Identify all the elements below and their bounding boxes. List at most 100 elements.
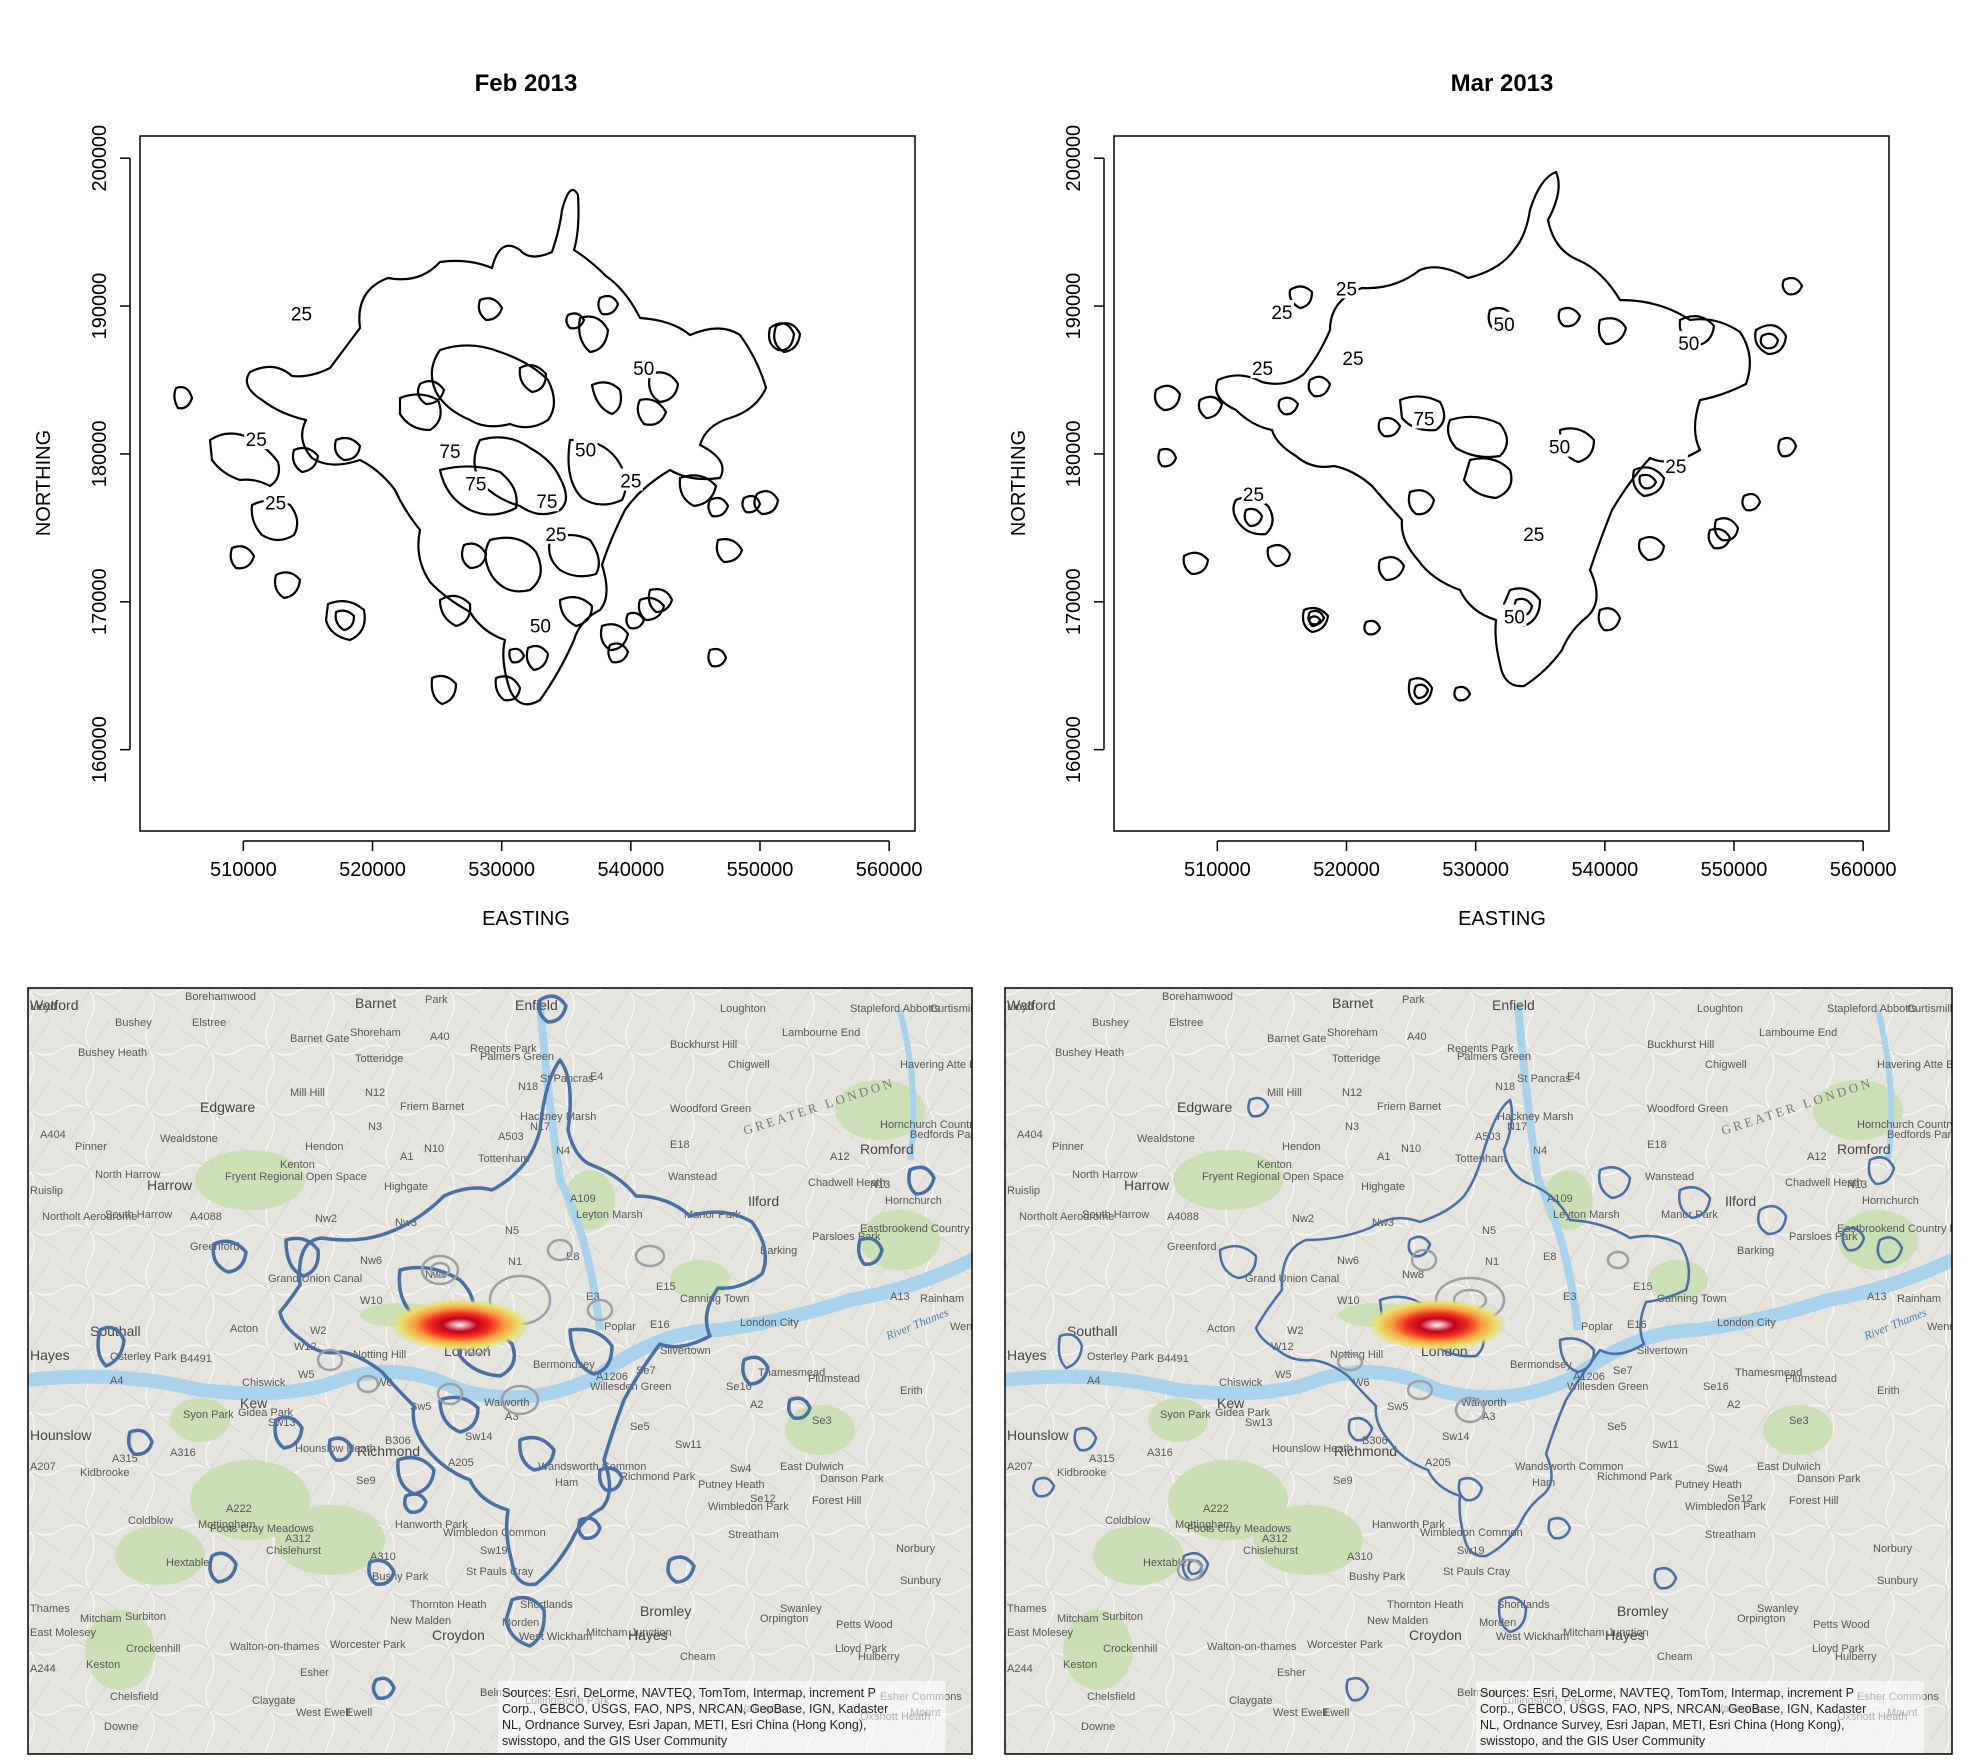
map-frame (1004, 987, 1953, 1755)
map-place-label: Shoreham (350, 1027, 401, 1039)
map-place-label: Wandsworth Common (538, 1461, 646, 1473)
map-place-label: Sw13 (1245, 1417, 1273, 1429)
map-place-label: E18 (1647, 1139, 1667, 1151)
map-place-label: Walton-on-thames (230, 1641, 320, 1653)
map-place-label: Regents Park (1447, 1043, 1514, 1055)
map-place-label: Swanley (780, 1603, 822, 1615)
map-place-label: Nw6 (1337, 1255, 1359, 1267)
map-place-label: Erith (1877, 1385, 1900, 1397)
map-place-label: Pinner (75, 1141, 107, 1153)
map-place-label: E16 (650, 1319, 670, 1331)
basemap-feb: Watford Borehamwood Barnet Park Enfield Lough… (28, 988, 1005, 1754)
contour-label: 25 (265, 494, 286, 515)
map-place-label: Kenton (1257, 1159, 1292, 1171)
map-place-label: Kidbrooke (80, 1467, 130, 1479)
map-place-label: Putney Heath (698, 1479, 765, 1491)
map-place-label: N5 (1482, 1225, 1496, 1237)
map-place-label: A312 (1262, 1533, 1288, 1545)
tick-group: 510000 520000 530000 540000 550000 560000 1600… (1063, 125, 1897, 881)
map-place-label: N13 (870, 1179, 890, 1191)
map-place-label: London City (740, 1317, 799, 1329)
map-place-label: E8 (1543, 1251, 1556, 1263)
map-place-label: Downe (104, 1721, 138, 1733)
x-tick-label: 560000 (856, 859, 923, 881)
map-place-label: B4491 (1157, 1353, 1189, 1365)
map-place-label: Gidea Park (1215, 1407, 1271, 1419)
contour-label-background (1521, 521, 1546, 544)
map-place-label: Se7 (1613, 1365, 1633, 1377)
map-place-label: Hextable (1143, 1557, 1186, 1569)
map-place-label: E18 (670, 1139, 690, 1151)
map-place-label: Lloyd (1007, 1001, 1033, 1013)
map-place-label: A109 (570, 1193, 596, 1205)
map-place-label: Barking (760, 1245, 797, 1257)
map-place-label: Orpington (760, 1613, 808, 1625)
map-place-label: Northolt Aerodrome (42, 1211, 137, 1223)
map-place-label: Thornton Heath (1387, 1599, 1463, 1611)
map-frame (27, 987, 973, 1755)
map-place-label: New Malden (1367, 1615, 1428, 1627)
map-place-label: Se12 (750, 1493, 776, 1505)
map-place-label: A12 (830, 1151, 850, 1163)
map-place-label: W2 (1287, 1325, 1304, 1337)
map-place-label: Hulberry (1835, 1651, 1877, 1663)
map-place-label: New Malden (390, 1615, 451, 1627)
contour-label: 25 (620, 472, 641, 493)
map-place-label: N3 (368, 1121, 382, 1133)
map-place-label: Claygate (1229, 1695, 1272, 1707)
map-place-label: A4 (110, 1375, 123, 1387)
map-place-label: Se12 (1727, 1493, 1753, 1505)
map-place-label: Pinner (1052, 1141, 1084, 1153)
map-place-label: Kew (240, 1395, 268, 1411)
map-place-label: Hextable (166, 1557, 209, 1569)
map-place-label: Surbiton (1102, 1611, 1143, 1623)
map-place-label: Chigwell (1705, 1059, 1747, 1071)
map-place-label: Swanley (1757, 1603, 1799, 1615)
map-place-label: Surbiton (125, 1611, 166, 1623)
map-place-label: Osterley Park (110, 1351, 177, 1363)
density-contours (96, 994, 936, 1701)
map-place-label: A13 (1867, 1291, 1887, 1303)
map-place-label: Southall (1067, 1323, 1118, 1339)
map-place-label: Ruislip (1007, 1185, 1040, 1197)
map-place-label: East Molesey (1007, 1627, 1074, 1639)
map-place-label: A404 (1017, 1129, 1043, 1141)
map-place-label: Park (1402, 994, 1425, 1006)
map-place-label: Croydon (1409, 1627, 1462, 1643)
map-place-label: E15 (656, 1281, 676, 1293)
contour-label-background (1269, 299, 1294, 322)
contour-chart-mar: Mar 2013 (1008, 70, 1897, 930)
map-place-label: Coldblow (1105, 1515, 1150, 1527)
contour-label: 25 (1665, 457, 1686, 478)
x-axis-label: EASTING (482, 908, 570, 930)
map-place-label: Richmond (357, 1443, 420, 1459)
x-tick-label: 560000 (1830, 859, 1897, 881)
map-place-label: Richmond Park (620, 1471, 696, 1483)
map-place-label: Norbury (896, 1543, 936, 1555)
map-place-label: Bushey Heath (1055, 1047, 1124, 1059)
map-place-label: Parsloes Park (1789, 1231, 1858, 1243)
contour-label-background (1547, 434, 1572, 457)
map-place-label: Hendon (305, 1141, 344, 1153)
contour-label-background (1241, 481, 1266, 504)
map-place-label: Petts Wood (1813, 1619, 1870, 1631)
map-place-label: Bushey (115, 1017, 152, 1029)
contour-label: 50 (633, 359, 654, 380)
plot-frame (1113, 135, 1890, 832)
contour-label-background (1502, 604, 1527, 627)
map-place-label: W10 (1337, 1295, 1360, 1307)
map-place-label: Thames (1007, 1603, 1047, 1615)
map-place-label: Se5 (1607, 1421, 1627, 1433)
place-label-group: Watford Borehamwood Barnet Park Enfield Lough… (30, 991, 1005, 1733)
map-place-label: Poplar (604, 1321, 636, 1333)
y-tick-label: 200000 (89, 125, 111, 192)
x-tick-label: 530000 (1442, 859, 1509, 881)
map-place-label: Mottingham (198, 1519, 255, 1531)
map-place-label: Barnet (1332, 995, 1373, 1011)
map-place-label: Lloyd (30, 1001, 56, 1013)
map-place-label: North Harrow (1072, 1169, 1137, 1181)
map-place-label: Hornchurch Country Park (880, 1119, 1005, 1131)
map-place-label: Greenford (1167, 1241, 1217, 1253)
map-place-label: Hackney Marsh (1497, 1111, 1573, 1123)
